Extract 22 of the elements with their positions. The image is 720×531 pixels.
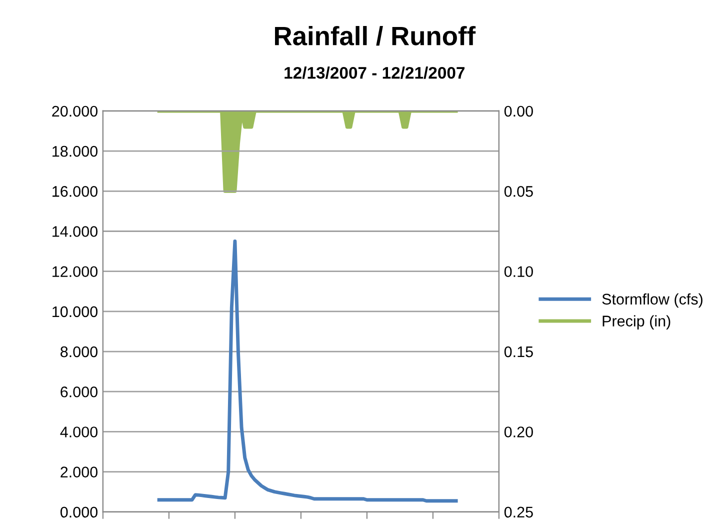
y2-tick-label: 0.20 <box>504 426 533 438</box>
chart-subtitle: 12/13/2007 - 12/21/2007 <box>284 66 464 79</box>
y2-tick-label: 0.15 <box>504 346 533 358</box>
line-series <box>157 240 458 503</box>
y-tick-label: 18.000 <box>52 146 98 157</box>
y2-tick-label: 0.05 <box>504 186 533 197</box>
y-tick-label: 8.000 <box>60 346 98 358</box>
legend-label: Stormflow (cfs) <box>602 293 702 308</box>
y-tick-label: 6.000 <box>60 386 98 398</box>
y-tick-label: 10.000 <box>52 306 98 318</box>
y-tick-label: 12.000 <box>52 266 98 278</box>
y-tick-label: 4.000 <box>60 426 98 438</box>
y2-tick-label: 0.25 <box>504 506 533 518</box>
y2-tick-label: 0.10 <box>504 266 533 278</box>
legend-label: Precip (in) <box>602 315 670 330</box>
y-tick-label: 2.000 <box>60 466 98 478</box>
y-tick-label: 16.000 <box>52 186 98 197</box>
y2-tick-label: 0.00 <box>504 106 533 117</box>
y-tick-label: 0.000 <box>60 506 98 518</box>
y-tick-label: 14.000 <box>52 226 98 237</box>
chart-title: Rainfall / Runoff <box>275 26 476 46</box>
y-tick-label: 20.000 <box>52 106 98 117</box>
